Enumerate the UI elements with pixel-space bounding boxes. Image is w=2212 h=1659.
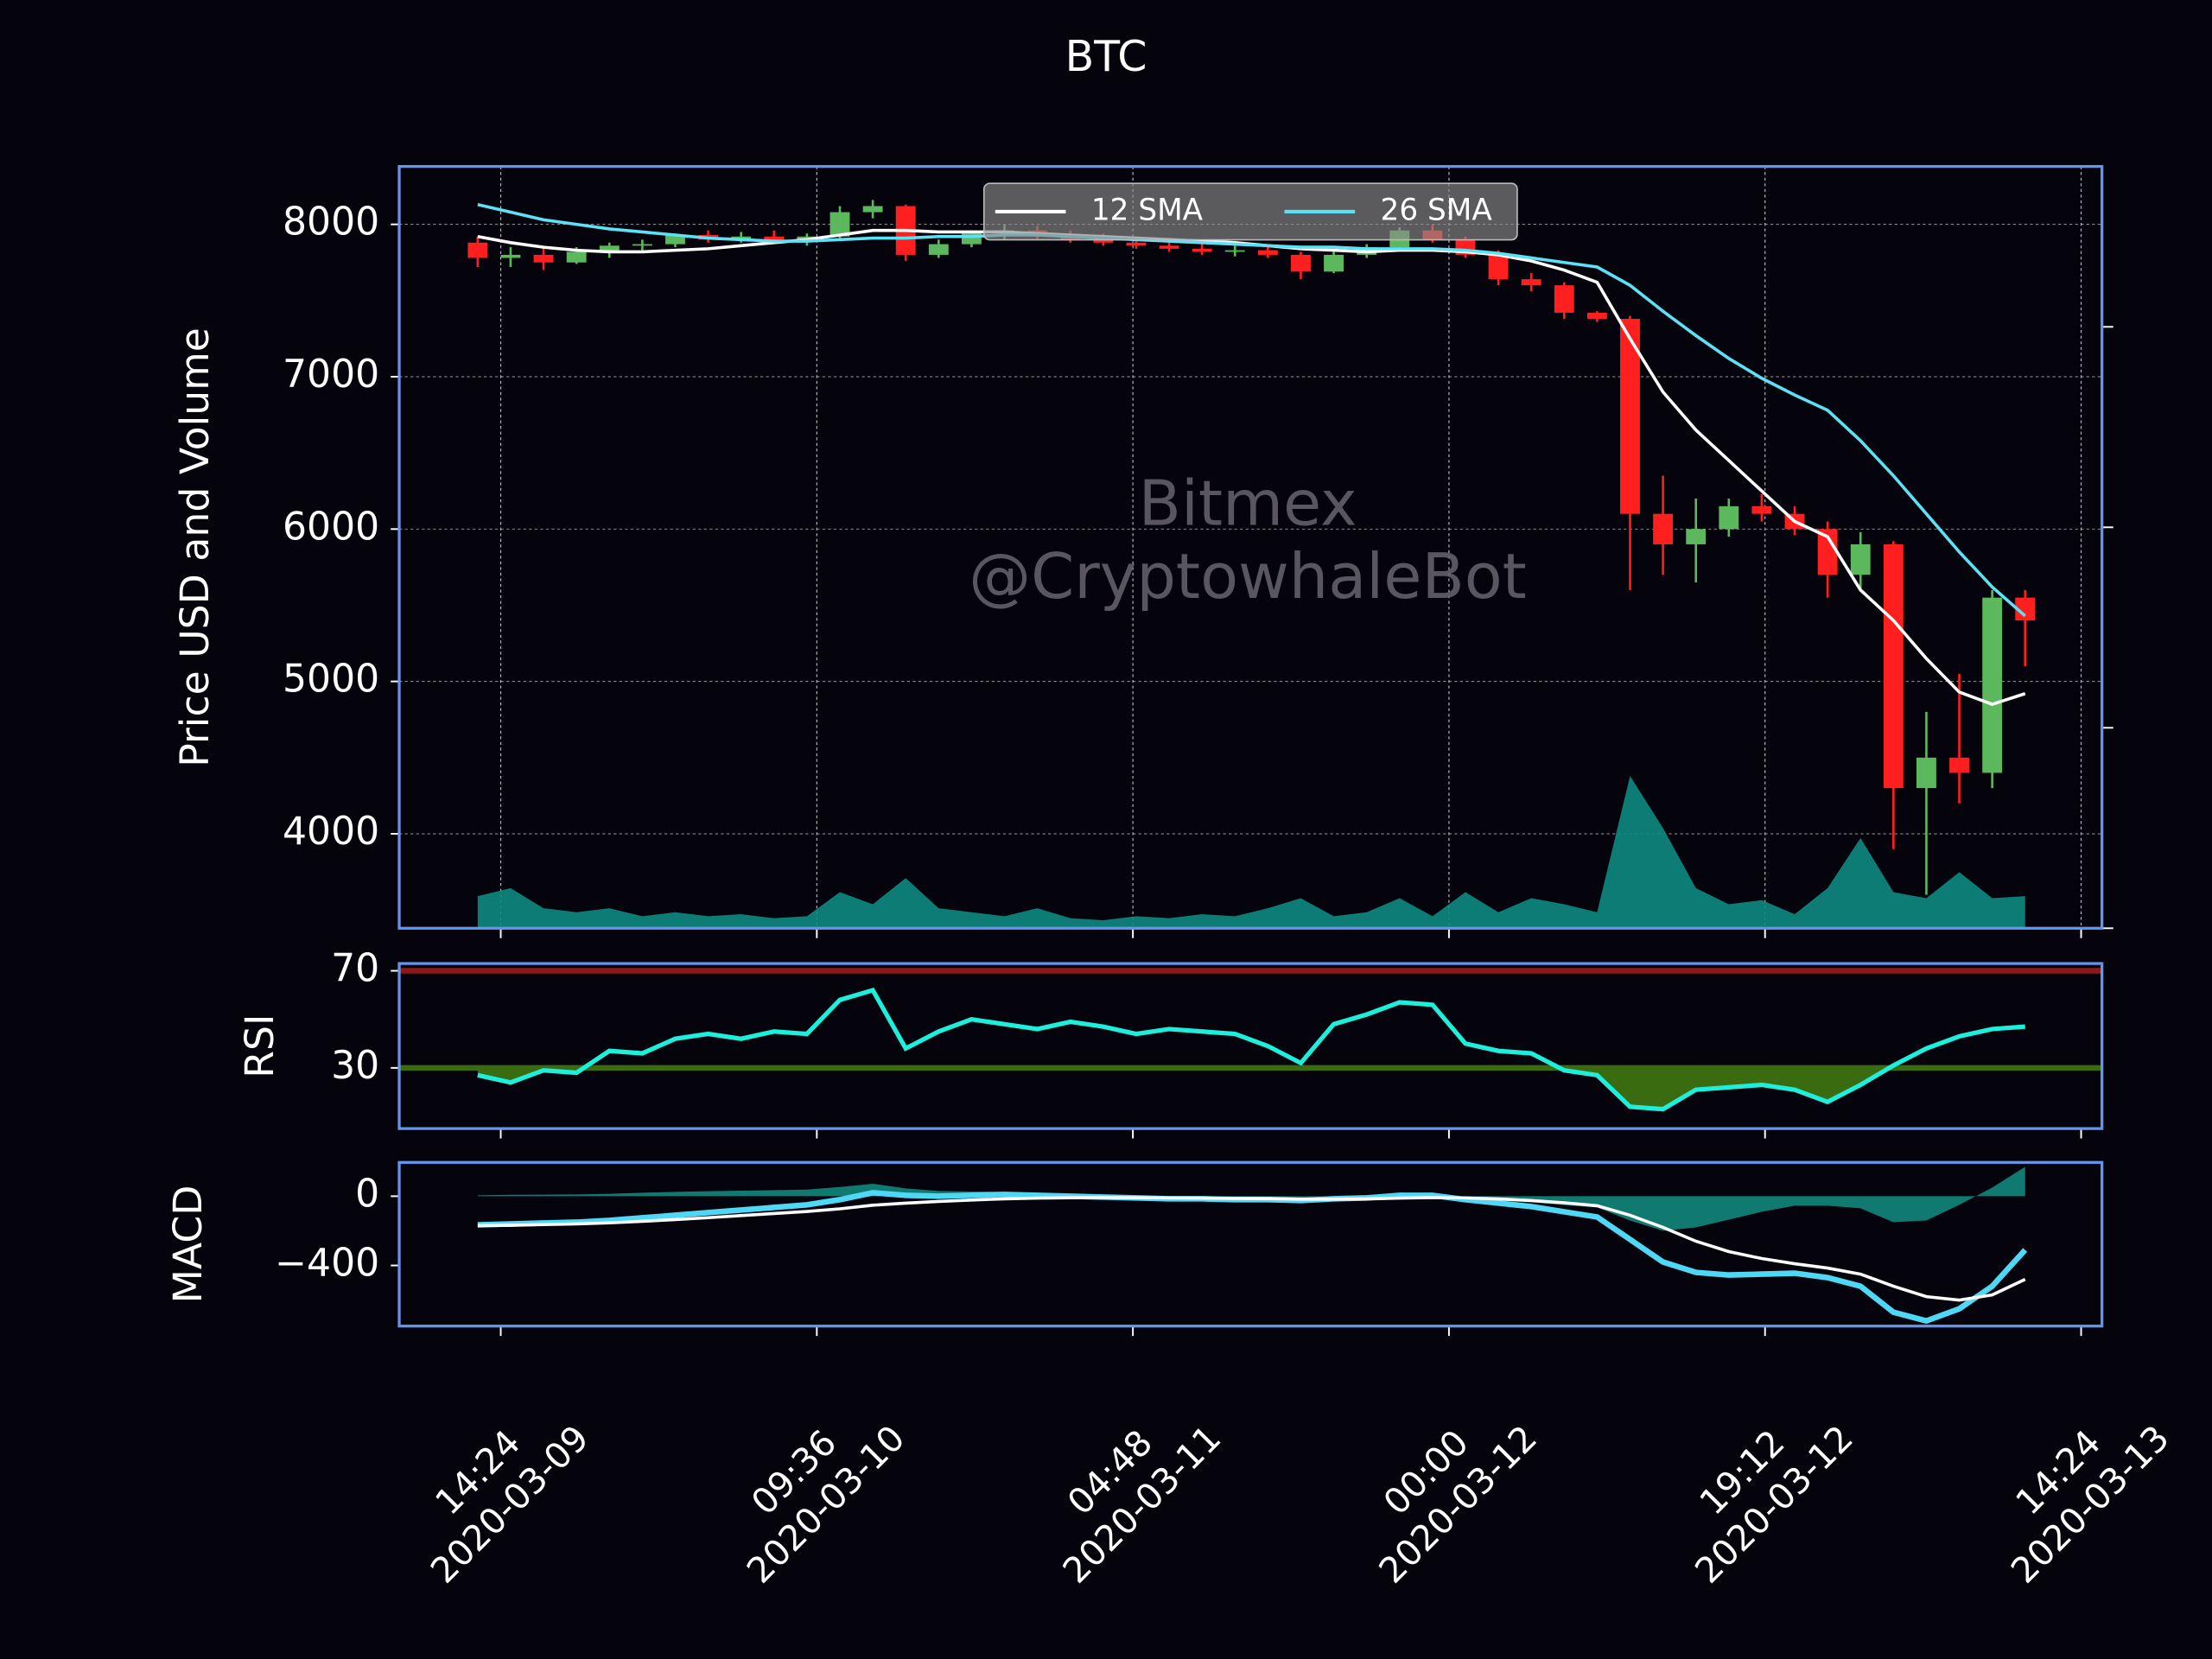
- y-tick-label: −400: [275, 1242, 379, 1286]
- candle-body: [1982, 597, 2003, 773]
- watermark: Bitmex: [1139, 467, 1357, 539]
- y-axis-label: MACD: [165, 1185, 211, 1304]
- legend-label: 26 SMA: [1381, 193, 1493, 227]
- volume-area: [477, 775, 2025, 929]
- candle-body: [1653, 513, 1674, 544]
- y-tick-label: 8000: [283, 200, 379, 245]
- candle-body: [1883, 543, 1904, 789]
- sma-line: [477, 202, 2026, 618]
- candle-body: [830, 212, 850, 237]
- candle-body: [1949, 757, 1969, 773]
- candle-body: [632, 244, 652, 246]
- panel-frame: [397, 165, 2104, 930]
- y-tick-label: 4000: [283, 810, 379, 854]
- candle-body: [500, 254, 521, 258]
- macd-line: [477, 1196, 2026, 1302]
- candle-body: [1192, 248, 1212, 252]
- candle-body: [1586, 312, 1607, 319]
- candle-body: [599, 245, 620, 252]
- candle-body: [665, 235, 685, 245]
- candle-body: [1126, 242, 1147, 246]
- y-tick-label: 70: [331, 947, 379, 991]
- candle-body: [1554, 285, 1574, 313]
- candle-body: [2015, 597, 2036, 621]
- candle-body: [1719, 505, 1739, 530]
- candle-body: [533, 254, 554, 263]
- y-axis-label: RSI: [237, 1014, 283, 1077]
- candle-body: [1916, 757, 1936, 789]
- candle-body: [1257, 250, 1278, 255]
- candle-body: [862, 206, 883, 213]
- candle-body: [1686, 529, 1707, 544]
- macd-histogram: [477, 1166, 2025, 1231]
- candle-body: [467, 242, 488, 258]
- candle-body: [1159, 245, 1179, 249]
- candle-body: [1291, 254, 1311, 272]
- panel-background: [399, 1162, 2102, 1326]
- y-axis-label: Price USD and Volume: [172, 327, 218, 767]
- oversold-group: [477, 1067, 2025, 1109]
- candle-body: [1817, 529, 1838, 575]
- legend-box: [982, 182, 1518, 241]
- candle-body: [1093, 239, 1114, 243]
- candle-body: [1620, 318, 1640, 514]
- candle-body: [764, 236, 785, 240]
- candle-body: [1521, 279, 1541, 286]
- watermark: @CryptowhaleBot: [969, 540, 1527, 613]
- candle-body: [1224, 250, 1245, 252]
- chart-title: BTC: [1065, 32, 1147, 81]
- candle-body: [1324, 254, 1344, 272]
- y-tick-label: 5000: [283, 658, 379, 702]
- legend-label: 12 SMA: [1091, 193, 1204, 227]
- panel-frame: [397, 962, 2104, 1130]
- y-tick-label: 30: [331, 1044, 379, 1088]
- y-tick-label: 7000: [283, 353, 379, 397]
- oversold-fill: [477, 1067, 2025, 1109]
- panel-frame: [397, 1160, 2104, 1328]
- candle-body: [1488, 254, 1509, 280]
- panel-background: [399, 963, 2102, 1129]
- y-tick-label: 6000: [283, 505, 379, 549]
- candle-body: [928, 244, 949, 255]
- candle-body: [566, 251, 587, 263]
- rsi-line: [477, 987, 2025, 1112]
- candle-body: [1850, 543, 1871, 575]
- y-tick-label: 0: [355, 1172, 379, 1216]
- candle-body: [1751, 505, 1772, 514]
